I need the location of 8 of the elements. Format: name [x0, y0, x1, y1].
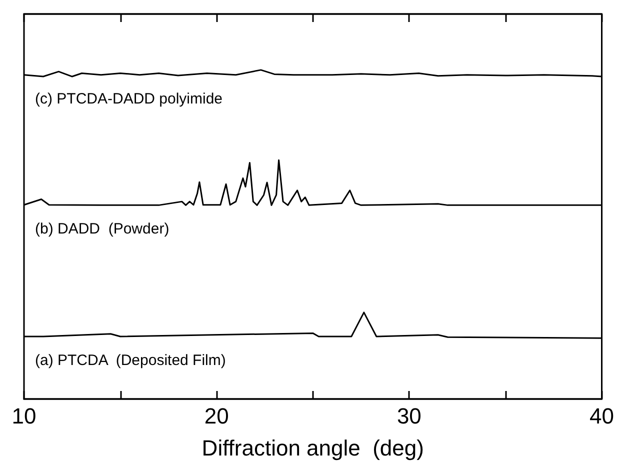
series-label: (c) PTCDA-DADD polyimide	[35, 90, 223, 108]
x-tick-label: 40	[590, 404, 614, 428]
series-label: (a) PTCDA (Deposited Film)	[35, 352, 226, 369]
x-tick-label: 30	[396, 404, 422, 428]
x-axis-title: Diffraction angle (deg)	[202, 436, 424, 460]
series-label: (b) DADD (Powder)	[35, 220, 170, 238]
x-tick-label: 20	[204, 404, 229, 428]
x-tick-label: 10	[12, 404, 36, 428]
